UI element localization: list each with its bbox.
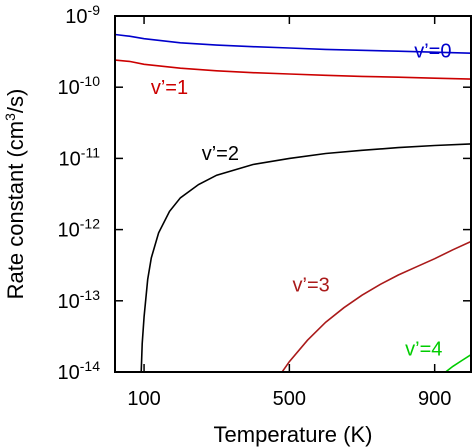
series-label: v’=4 <box>405 339 442 361</box>
series-label: v’=0 <box>414 41 451 63</box>
series-line <box>281 240 471 372</box>
series-line <box>445 354 471 372</box>
series-line <box>115 33 471 54</box>
y-tick-label: 10-12 <box>58 216 101 242</box>
plot-frame <box>114 15 472 373</box>
series-label: v’=2 <box>202 143 239 165</box>
x-tick-label: 500 <box>273 388 306 410</box>
y-axis-label: Rate constant (cm3/s) <box>2 89 28 300</box>
series-label: v’=1 <box>151 77 188 99</box>
y-tick-label: 10-14 <box>58 358 101 384</box>
series-line <box>140 143 471 372</box>
x-tick-label: 900 <box>418 388 451 410</box>
y-tick-label: 10-13 <box>58 287 101 313</box>
y-tick-label: 10-11 <box>59 144 101 170</box>
x-axis-label: Temperature (K) <box>214 422 373 447</box>
curve-labels-layer: v’=0 v’=1 v’=2 v’=3 v’=4 <box>151 41 452 361</box>
series-label: v’=3 <box>293 275 330 297</box>
ticks-layer: 10-14 10-13 10-12 10-11 10-10 10-9 100 500 900 <box>58 2 471 410</box>
series-line <box>115 59 471 80</box>
y-tick-label: 10-10 <box>58 73 101 99</box>
y-tick-label: 10-9 <box>65 2 100 28</box>
x-tick-label: 100 <box>127 388 160 410</box>
curves-layer <box>115 33 471 372</box>
